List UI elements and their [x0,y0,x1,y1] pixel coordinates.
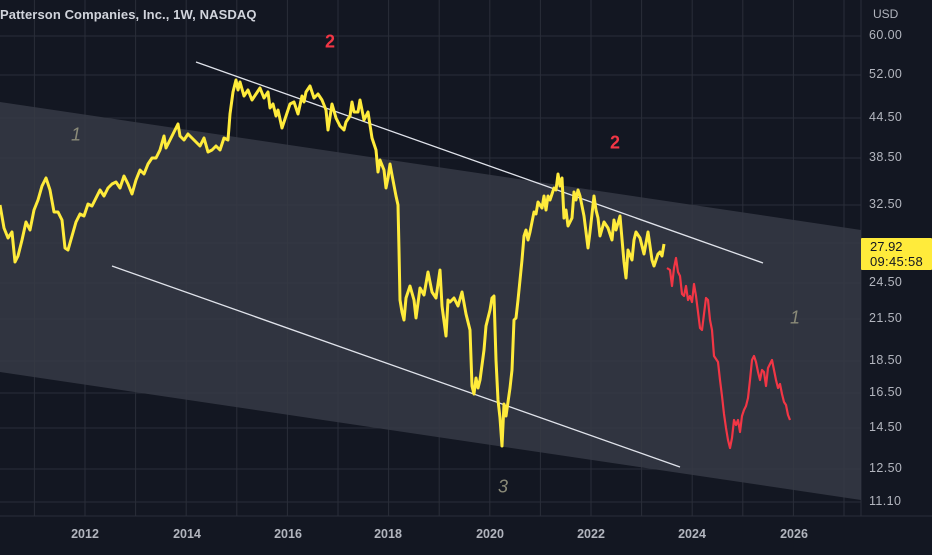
elliott-wave-label[interactable]: 3 [497,476,509,497]
price-axis-label: 18.50 [869,353,903,367]
price-axis-label: 32.50 [869,197,903,211]
support-trendline [111,265,681,468]
chart-title: Patterson Companies, Inc., 1W, NASDAQ [0,7,257,22]
elliott-wave-label[interactable]: 2 [609,132,621,153]
price-axis-label: 14.50 [869,420,903,434]
time-axis-label: 2024 [678,527,706,541]
current-price: 27.92 [870,239,903,254]
time-axis-label: 2020 [476,527,504,541]
price-axis-label: 24.50 [869,275,903,289]
time-axis-label: 2016 [274,527,302,541]
channel-band [0,102,861,500]
currency-label: USD [873,7,899,21]
bar-countdown: 09:45:58 [870,254,924,269]
price-axis-label: 52.00 [869,67,903,81]
time-axis-label: 2026 [780,527,808,541]
time-axis-label: 2014 [173,527,201,541]
price-line-projection [666,256,792,450]
price-axis-label: 21.50 [869,311,903,325]
time-axis-label: 2018 [374,527,402,541]
current-price-tag: 27.92 09:45:58 [861,238,932,270]
elliott-wave-label[interactable]: 2 [324,31,336,52]
price-axis-label: 60.00 [869,28,903,42]
elliott-wave-label[interactable]: 1 [70,124,82,145]
time-axis-label: 2022 [577,527,605,541]
elliott-wave-label[interactable]: 1 [789,307,801,328]
resistance-trendline [195,61,764,264]
price-axis-label: 11.10 [869,494,902,508]
price-axis-label: 44.50 [869,110,903,124]
price-axis-label: 38.50 [869,150,903,164]
price-axis-label: 12.50 [869,461,903,475]
price-axis-label: 16.50 [869,385,903,399]
time-axis-label: 2012 [71,527,99,541]
price-line-historical [0,78,666,448]
